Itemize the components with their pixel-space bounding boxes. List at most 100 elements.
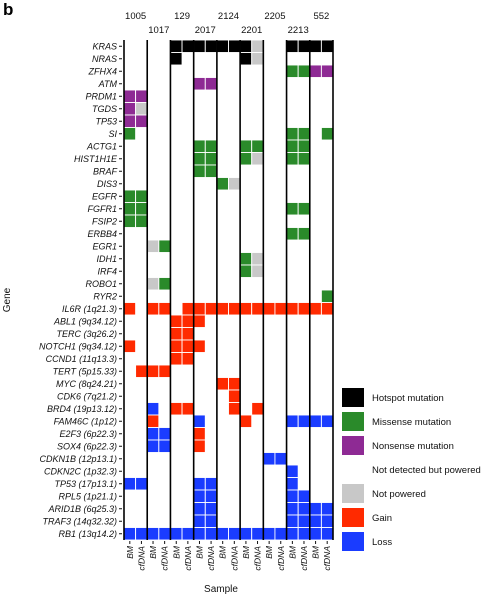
legend: Hotspot mutation Missense mutation Nonsens…: [341, 388, 481, 551]
heatmap-cell: [309, 414, 322, 428]
heatmap-cell: [262, 452, 276, 466]
legend-label: Not detected but powered: [372, 465, 481, 476]
heatmap-cell: [251, 139, 264, 153]
heatmap-cell: [204, 139, 218, 153]
legend-swatch: [342, 412, 364, 431]
legend-swatch: [342, 484, 364, 503]
heatmap-cell: [297, 227, 311, 241]
heatmap-cell: [286, 414, 299, 428]
heatmap-cell: [297, 502, 311, 516]
heatmap-cell: [286, 127, 299, 141]
heatmap-cell: [251, 52, 264, 66]
heatmap-cell: [228, 527, 241, 541]
heatmap-cell: [158, 439, 171, 453]
patient-id-label: 1017: [148, 25, 169, 36]
heatmap-cell: [239, 152, 253, 166]
heatmap-grid: [123, 39, 334, 541]
heatmap-cell: [251, 39, 264, 53]
heatmap-cell: [146, 277, 160, 291]
heatmap-cell: [297, 414, 311, 428]
row-label: ATM: [98, 79, 118, 89]
column-label: cfDNA: [183, 546, 193, 571]
column-label: cfDNA: [299, 546, 309, 571]
patient-id-label: 2017: [195, 25, 216, 36]
heatmap-cell: [286, 227, 299, 241]
heatmap-cell: [204, 39, 218, 53]
heatmap-cell: [204, 77, 218, 91]
patient-id-label: 2201: [241, 25, 262, 36]
column-label: BM: [194, 545, 204, 559]
legend-label: Loss: [372, 537, 392, 548]
patient-id-label: 2213: [288, 25, 309, 36]
heatmap-cell: [181, 314, 195, 328]
heatmap-cell: [135, 102, 148, 116]
heatmap-cell: [123, 102, 137, 116]
column-label: cfDNA: [136, 546, 146, 571]
patient-id-label: 1005: [125, 11, 146, 22]
column-label: BM: [264, 545, 274, 559]
column-label: BM: [148, 545, 158, 559]
column-label: cfDNA: [276, 546, 286, 571]
heatmap-cell: [193, 477, 206, 491]
heatmap-cell: [297, 489, 311, 503]
heatmap-cell: [123, 477, 137, 491]
row-label: DIS3: [97, 179, 117, 189]
heatmap-cell: [181, 402, 195, 416]
heatmap-cell: [239, 252, 253, 266]
heatmap-cell: [181, 339, 195, 353]
heatmap-cell: [216, 377, 229, 391]
heatmap-cell: [274, 527, 288, 541]
column-label: BM: [311, 545, 321, 559]
heatmap-cell: [193, 427, 206, 441]
legend-label: Nonsense mutation: [372, 441, 454, 452]
legend-swatch: [342, 508, 364, 527]
y-axis-label: Gene: [2, 287, 13, 312]
heatmap-cell: [297, 139, 311, 153]
heatmap-cell: [262, 527, 276, 541]
heatmap-cell: [297, 152, 311, 166]
legend-label: Missense mutation: [372, 417, 451, 428]
column-label: cfDNA: [229, 546, 239, 571]
heatmap-cell: [123, 202, 137, 216]
heatmap-cell: [286, 64, 299, 78]
row-label: CCND1 (11q13.3): [46, 354, 117, 364]
heatmap-cell: [286, 489, 299, 503]
heatmap-cell: [274, 452, 288, 466]
heatmap-cell: [309, 514, 322, 528]
row-label: TP53 (17p13.1): [54, 479, 117, 489]
heatmap-cell: [123, 127, 137, 141]
row-label: ARID1B (6q25.3): [47, 504, 117, 514]
heatmap-cell: [181, 352, 195, 366]
heatmap-cell: [123, 189, 137, 203]
heatmap-cell: [193, 439, 206, 453]
heatmap-cell: [135, 477, 148, 491]
heatmap-cell: [297, 527, 311, 541]
heatmap-cell: [135, 202, 148, 216]
heatmap-cell: [193, 489, 206, 503]
column-label: BM: [125, 545, 135, 559]
heatmap-cell: [146, 414, 160, 428]
heatmap-cell: [274, 302, 288, 316]
heatmap-cell: [193, 314, 206, 328]
heatmap-cell: [193, 514, 206, 528]
row-label: SOX4 (6p22.3): [57, 441, 117, 451]
heatmap-cell: [193, 77, 206, 91]
legend-swatch: [341, 459, 365, 480]
heatmap-cell: [309, 527, 322, 541]
heatmap-cell: [239, 527, 253, 541]
heatmap-cell: [146, 302, 160, 316]
heatmap-cell: [204, 152, 218, 166]
column-labels: BM cfDNA BM cfDNA BM cfDNA BM cfDNA BM cfDNA BM cfD…: [125, 541, 332, 571]
row-label: RB1 (13q14.2): [58, 529, 117, 539]
heatmap-cell: [146, 527, 160, 541]
heatmap-cell: [169, 52, 183, 66]
heatmap-cell: [204, 527, 218, 541]
heatmap-cell: [135, 114, 148, 128]
heatmap-cell: [158, 527, 171, 541]
heatmap-cell: [193, 164, 206, 178]
heatmap-cell: [286, 39, 299, 53]
row-label: TERT (5p15.33): [53, 366, 117, 376]
heatmap-cell: [169, 352, 183, 366]
legend-label: Not powered: [372, 489, 426, 500]
heatmap-cell: [204, 514, 218, 528]
